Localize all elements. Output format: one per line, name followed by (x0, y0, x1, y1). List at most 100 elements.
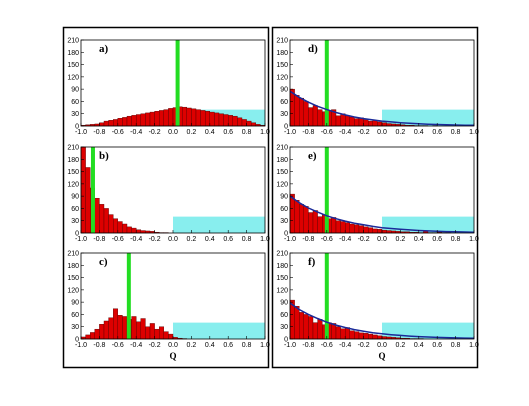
x-tick-label: -0.6 (321, 236, 333, 243)
x-tick-label: 0.4 (205, 129, 215, 136)
x-tick-label: 0.0 (168, 342, 178, 349)
y-tick-label: 210 (67, 251, 79, 258)
x-tick-label: 0.8 (451, 129, 461, 136)
x-tick-label: 0.8 (242, 236, 252, 243)
histogram-bar (368, 333, 374, 340)
x-tick-label: -1.0 (75, 236, 87, 243)
histogram-bar (117, 221, 123, 234)
histogram-bar (191, 108, 197, 127)
highlight-region (173, 216, 265, 233)
histogram-bar (181, 106, 187, 127)
y-tick-label: 60 (71, 99, 79, 106)
histogram-bar (358, 225, 364, 234)
y-tick-label: 90 (71, 194, 79, 201)
x-tick-label: -1.0 (284, 129, 296, 136)
histogram-bar (363, 333, 369, 340)
histogram-bar (317, 319, 323, 340)
histogram-bar (85, 334, 91, 340)
x-tick-label: -0.4 (130, 129, 142, 136)
histogram-bar (85, 167, 91, 234)
histogram-bar (200, 110, 206, 127)
y-tick-label: 30 (280, 111, 288, 118)
y-tick-label: 210 (276, 38, 288, 45)
y-tick-label: 0 (284, 337, 288, 344)
highlight-region (173, 322, 265, 339)
x-tick-label: 0.8 (242, 129, 252, 136)
histogram-bar (214, 112, 220, 127)
histogram-bar (340, 113, 346, 127)
right-group-frame (271, 26, 479, 369)
histogram-bar (354, 331, 360, 340)
x-tick-label: 0.0 (377, 236, 387, 243)
x-tick-label: 0.6 (432, 342, 442, 349)
marker-line (175, 40, 180, 126)
x-tick-label: -0.4 (339, 129, 351, 136)
histogram-bar (163, 331, 169, 340)
y-tick-label: 60 (71, 312, 79, 319)
x-tick-label: 1.0 (469, 236, 479, 243)
histogram-bar (363, 119, 369, 127)
x-tick-label: -0.8 (302, 342, 314, 349)
histogram-bar (117, 315, 123, 340)
histogram-bar (94, 328, 100, 340)
histogram-bar (308, 212, 314, 234)
x-tick-label: -0.2 (149, 129, 161, 136)
histogram-bar (163, 109, 169, 127)
histogram-bar (312, 105, 318, 127)
x-tick-label: 0.0 (168, 236, 178, 243)
x-axis-label: Q (378, 351, 385, 361)
histogram-bar (209, 111, 215, 127)
y-tick-label: 120 (67, 74, 79, 81)
x-tick-label: 1.0 (260, 236, 270, 243)
histogram-bar (363, 226, 369, 234)
histogram-bar (131, 227, 137, 234)
histogram-bar (294, 306, 300, 340)
x-tick-label: 0.4 (414, 342, 424, 349)
histogram-bar (99, 324, 105, 340)
x-tick-label: -0.8 (93, 129, 105, 136)
x-tick-label: -0.4 (130, 236, 142, 243)
y-tick-label: 180 (67, 263, 79, 270)
x-tick-label: -0.6 (112, 129, 124, 136)
y-tick-label: 0 (75, 337, 79, 344)
histogram-bar (308, 316, 314, 340)
y-tick-label: 30 (71, 218, 79, 225)
histogram-bar (345, 115, 351, 127)
y-tick-label: 210 (276, 251, 288, 258)
histogram-bar (317, 216, 323, 234)
x-tick-label: -1.0 (75, 129, 87, 136)
histogram-bar (135, 229, 141, 234)
histogram-bar (186, 107, 192, 127)
highlight-region (382, 109, 474, 126)
x-tick-label: 0.4 (414, 236, 424, 243)
y-tick-label: 60 (280, 206, 288, 213)
x-tick-label: 0.6 (223, 342, 233, 349)
y-tick-label: 180 (276, 263, 288, 270)
histogram-bar (294, 200, 300, 234)
histogram-bar (140, 113, 146, 127)
histogram-bar (103, 120, 109, 127)
panel-label: d) (308, 43, 318, 55)
marker-line (90, 147, 95, 233)
y-tick-label: 210 (67, 38, 79, 45)
histogram-bar (122, 117, 128, 127)
histogram-bar (168, 108, 174, 127)
x-tick-label: 0.2 (187, 342, 197, 349)
y-tick-label: 120 (67, 287, 79, 294)
y-tick-label: 90 (71, 300, 79, 307)
histogram-bar (145, 326, 151, 340)
histogram-bar (241, 119, 247, 127)
x-tick-label: 0.2 (396, 342, 406, 349)
y-tick-label: 30 (71, 324, 79, 331)
histogram-bar (145, 112, 151, 127)
highlight-region (382, 322, 474, 339)
histogram-bar (381, 122, 387, 127)
y-tick-label: 90 (280, 194, 288, 201)
fit-curve (289, 195, 475, 233)
histogram-bar (317, 109, 323, 127)
histogram-bar (149, 111, 155, 127)
histogram-bar (103, 320, 109, 340)
histogram-bar (135, 321, 141, 340)
histogram-bar (126, 226, 132, 234)
histogram-bar (112, 119, 118, 127)
